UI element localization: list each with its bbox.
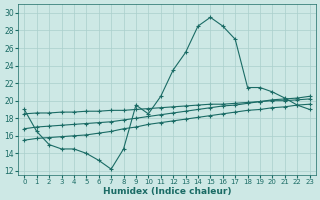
X-axis label: Humidex (Indice chaleur): Humidex (Indice chaleur) [103, 187, 231, 196]
